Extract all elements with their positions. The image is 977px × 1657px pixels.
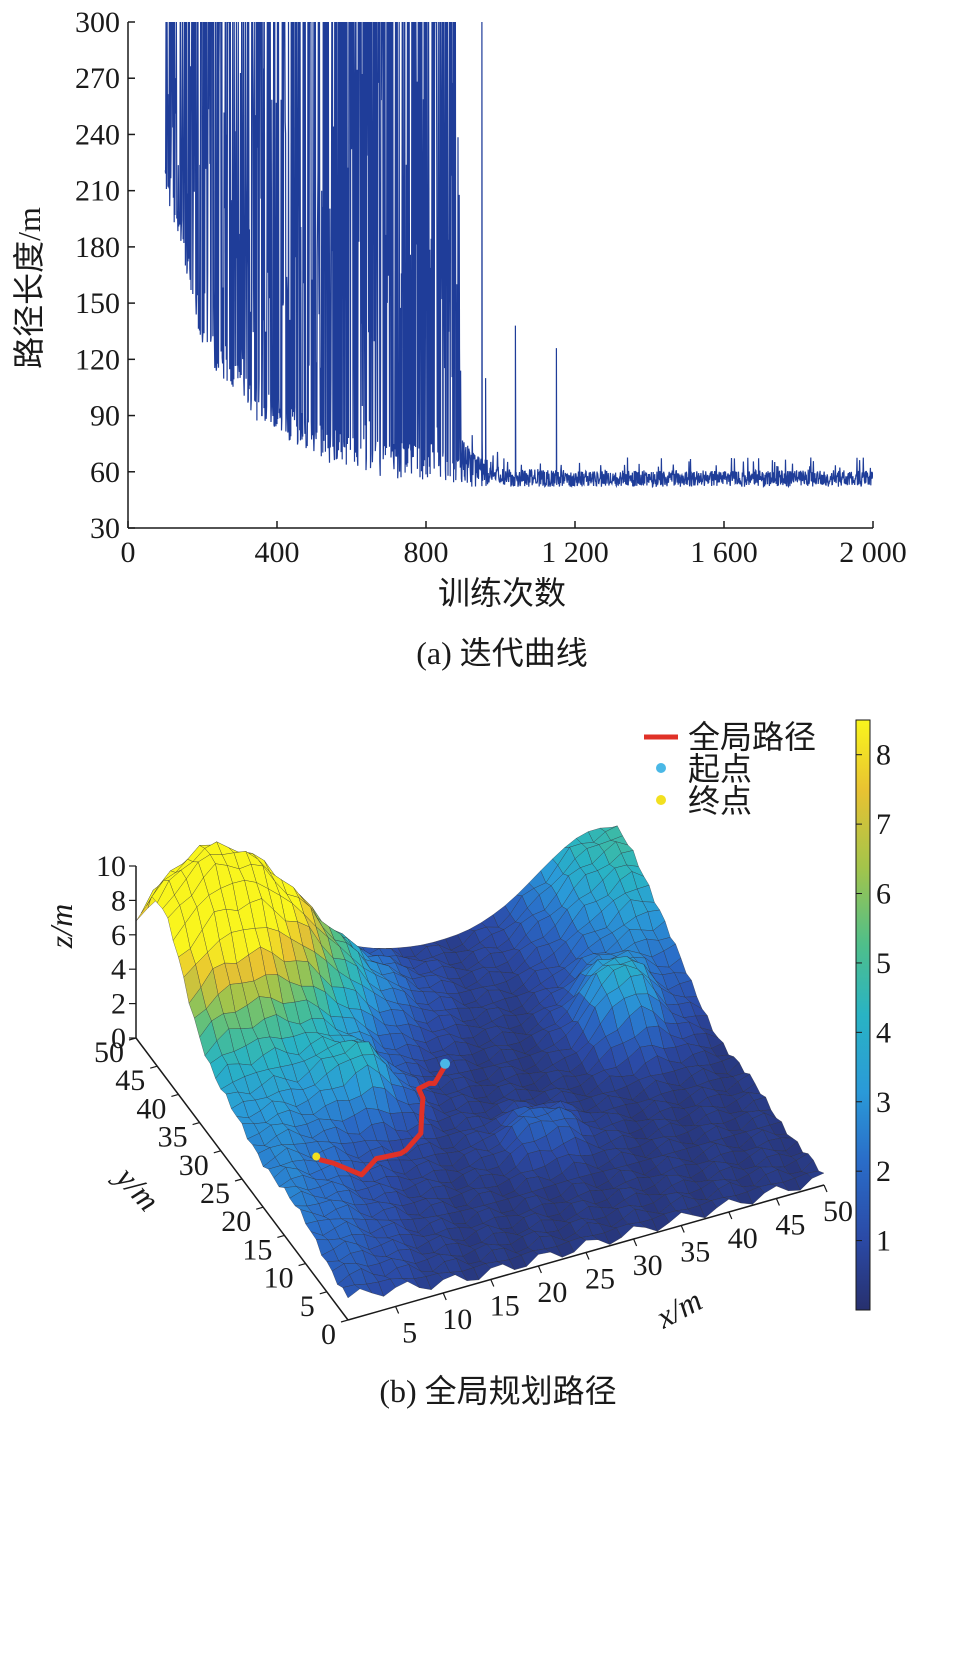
surface-x-tick-label: 10 (442, 1303, 472, 1336)
surface-x-tick-label: 5 (402, 1317, 417, 1350)
colorbar-tick-label: 5 (876, 947, 891, 980)
surface-x-tick-label: 50 (823, 1195, 853, 1228)
surface-y-tick-mark (341, 1320, 348, 1322)
iteration-series-line (165, 22, 873, 487)
iteration-x-axis-title: 训练次数 (438, 575, 566, 611)
surface-x-tick-label: 35 (680, 1236, 710, 1269)
surface-y-tick-mark (256, 1207, 263, 1209)
iteration-x-tick-label: 400 (255, 536, 300, 569)
surface-x-tick-mark (681, 1226, 684, 1233)
surface-z-axis-title: z/m (43, 904, 79, 949)
surface-y-tick-label: 20 (221, 1205, 251, 1238)
surface-x-tick-mark (824, 1185, 827, 1192)
legend-dot-marker (656, 763, 666, 773)
surface-y-tick-mark (171, 1094, 178, 1096)
iteration-caption: (a) 迭代曲线 (416, 635, 588, 671)
colorbar-tick-label: 2 (876, 1155, 891, 1188)
iteration-y-tick-label: 150 (75, 287, 120, 320)
surface-x-tick-mark (538, 1266, 541, 1273)
iteration-y-tick-label: 300 (75, 6, 120, 39)
surface-x-tick-mark (729, 1212, 732, 1219)
iteration-y-tick-label: 210 (75, 175, 120, 208)
surface-y-tick-mark (150, 1066, 157, 1068)
iteration-line-series (165, 22, 873, 487)
surface-y-tick-label: 10 (264, 1262, 294, 1295)
iteration-x-tick-label: 1 200 (541, 536, 609, 569)
iteration-y-ticks: 30 60 90 120 150 180 210 240 270 300 (75, 6, 135, 545)
surface-y-tick-mark (277, 1235, 284, 1237)
surface-x-tick-mark (396, 1307, 399, 1314)
end-point (312, 1153, 320, 1161)
start-point (440, 1059, 450, 1069)
iteration-y-axis-title: 路径长度/m (11, 207, 47, 369)
colorbar-tick-label: 7 (876, 808, 891, 841)
surface-y-tick-mark (214, 1151, 221, 1153)
surface-y-tick-mark (320, 1292, 327, 1294)
surface-x-tick-label: 40 (728, 1222, 758, 1255)
surface-x-tick-label: 30 (633, 1249, 663, 1282)
legend-label: 全局路径 (688, 719, 816, 755)
surface-y-tick-label: 5 (300, 1290, 315, 1323)
surface-x-tick-mark (776, 1199, 779, 1206)
surface-y-tick-label: 40 (136, 1092, 166, 1125)
surface-x-tick-mark (491, 1280, 494, 1287)
iteration-y-tick-label: 180 (75, 231, 120, 264)
surface-y-tick-label: 35 (158, 1121, 188, 1154)
iteration-y-tick-label: 90 (90, 400, 120, 433)
surface-z-tick-label: 2 (111, 988, 126, 1021)
colorbar-tick-label: 1 (876, 1225, 891, 1258)
iteration-x-tick-label: 800 (404, 536, 449, 569)
surface-z-tick-label: 4 (111, 953, 126, 986)
surface-patch (343, 1285, 360, 1298)
iteration-y-tick-label: 270 (75, 62, 120, 95)
surface-y-tick-mark (299, 1264, 306, 1266)
legend-label: 起点 (688, 751, 752, 787)
surface-x-tick-mark (634, 1239, 637, 1246)
surface-z-tick-label: 0 (111, 1022, 126, 1055)
iteration-y-tick-label: 120 (75, 343, 120, 376)
iteration-x-tick-label: 0 (121, 536, 136, 569)
iteration-y-tick-label: 30 (90, 512, 120, 545)
surface-x-tick-label: 20 (537, 1276, 567, 1309)
surface-x-tick-label: 25 (585, 1263, 615, 1296)
surface-y-tick-label: 15 (242, 1233, 272, 1266)
surface-caption: (b) 全局规划路径 (379, 1373, 616, 1409)
iteration-y-tick-label: 240 (75, 118, 120, 151)
surface-y-tick-label: 0 (321, 1318, 336, 1351)
colorbar (856, 720, 870, 1310)
surface-x-axis-title: x/m (649, 1282, 708, 1336)
surface-x-tick-mark (586, 1253, 589, 1260)
surface-y-tick-mark (193, 1123, 200, 1125)
surface-y-tick-mark (235, 1179, 242, 1181)
colorbar-tick-label: 8 (876, 739, 891, 772)
colorbar-tick-label: 3 (876, 1086, 891, 1119)
surface-x-tick-label: 15 (490, 1290, 520, 1323)
surface-x-tick-mark (443, 1293, 446, 1300)
legend-dot-marker (656, 795, 666, 805)
surface-z-tick-label: 6 (111, 919, 126, 952)
surface-y-tick-label: 45 (115, 1064, 145, 1097)
iteration-chart: 0 400 800 1 200 1 600 2 000 30 60 90 120 150 180 21… (11, 6, 907, 671)
surface-z-tick-label: 8 (111, 884, 126, 917)
iteration-x-tick-label: 2 000 (839, 536, 907, 569)
iteration-x-tick-label: 1 600 (690, 536, 758, 569)
surface-y-tick-label: 30 (179, 1149, 209, 1182)
surface-y-axis-title: y/m (107, 1157, 167, 1218)
surface-z-tick-label: 10 (96, 850, 126, 883)
iteration-y-tick-label: 60 (90, 456, 120, 489)
surface-x-tick-label: 45 (775, 1209, 805, 1242)
colorbar-tick-label: 6 (876, 878, 891, 911)
surface-y-tick-label: 25 (200, 1177, 230, 1210)
colorbar-tick-label: 4 (876, 1016, 891, 1049)
legend-label: 终点 (688, 783, 752, 819)
